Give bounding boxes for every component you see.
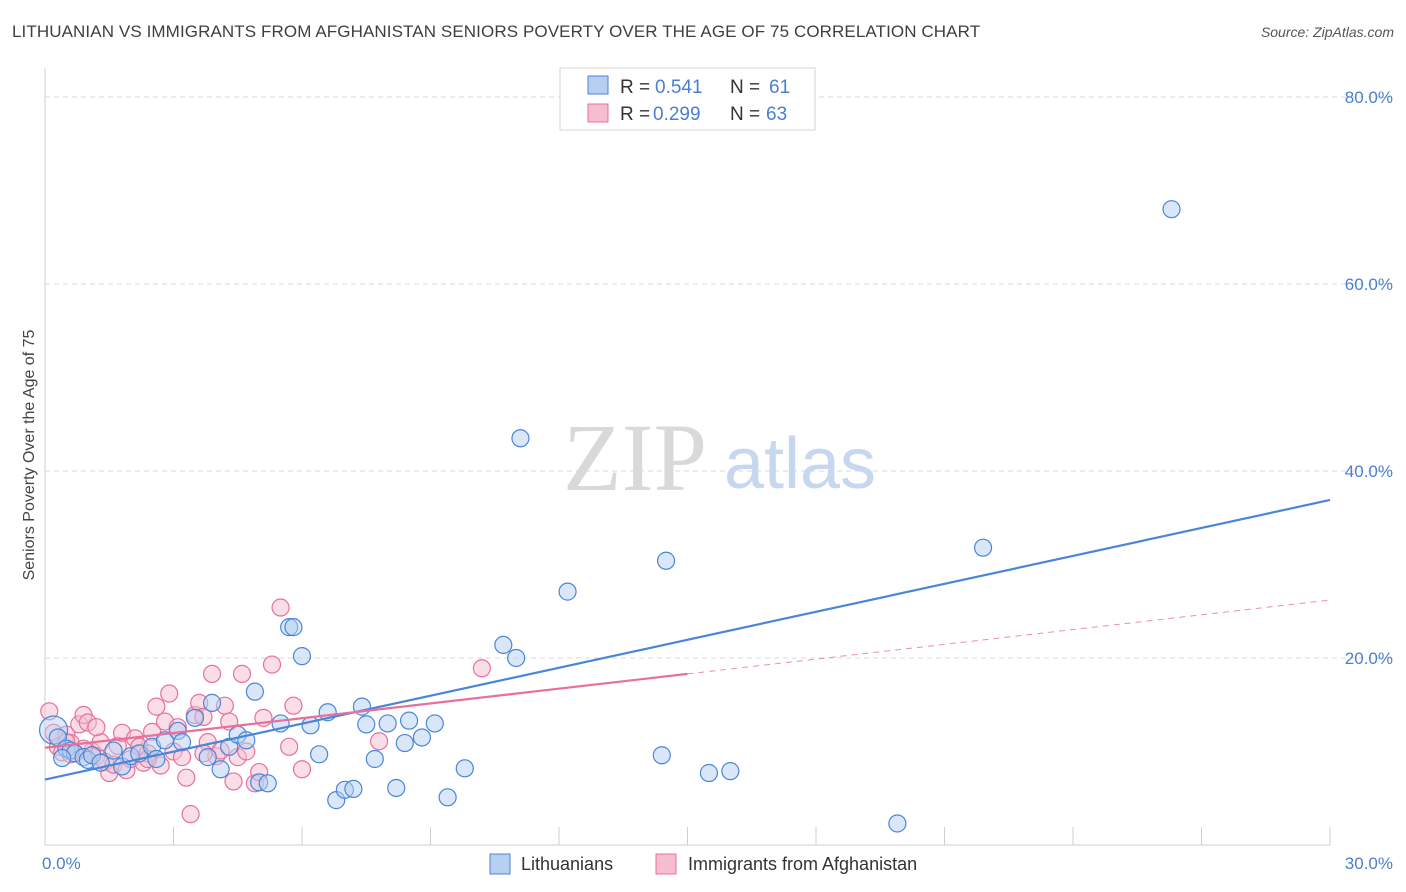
point-afghanistan <box>87 718 106 737</box>
point-lithuanian <box>438 788 457 807</box>
bottom-legend-lithuanians: Lithuanians <box>521 854 613 874</box>
point-lithuanian <box>652 746 671 765</box>
x-tick-label: 0.0% <box>42 854 81 873</box>
legend-swatch-pink <box>587 103 609 123</box>
point-afghanistan <box>370 732 389 751</box>
grid-lines <box>45 96 1395 659</box>
point-lithuanian <box>365 749 384 769</box>
legend-r-label-2: R = <box>620 104 650 125</box>
watermark: ZIP atlas <box>563 404 876 511</box>
trend-lines <box>44 498 1331 781</box>
point-lithuanian <box>511 429 530 448</box>
bottom-legend-afghanistan: Immigrants from Afghanistan <box>688 854 917 874</box>
point-lithuanian <box>507 648 526 668</box>
point-afghanistan <box>202 664 222 683</box>
point-afghanistan <box>292 760 312 779</box>
source-credit: Source: ZipAtlas.com <box>1260 24 1394 40</box>
point-lithuanian <box>973 538 993 557</box>
point-lithuanian <box>284 618 303 637</box>
point-lithuanian <box>202 693 222 712</box>
point-afghanistan <box>177 768 196 787</box>
point-lithuanian <box>258 774 277 793</box>
point-afghanistan <box>262 655 282 674</box>
legend-n-label-1: N = <box>730 77 760 98</box>
point-afghanistan <box>280 737 299 756</box>
point-lithuanian <box>357 715 376 734</box>
point-afghanistan <box>224 772 243 791</box>
point-lithuanian <box>310 745 329 764</box>
point-lithuanian <box>292 647 312 666</box>
legend-r-value-1: 0.541 <box>655 77 703 98</box>
point-lithuanian <box>888 814 907 833</box>
bottom-legend-swatch-afghanistan <box>655 853 677 875</box>
legend-r-label-1: R = <box>620 77 650 98</box>
point-lithuanian <box>211 760 230 779</box>
y-tick-label: 20.0% <box>1345 649 1393 668</box>
trend-line-afghanistan-extension <box>687 599 1331 675</box>
point-afghanistan <box>181 805 200 824</box>
point-lithuanian <box>455 759 474 778</box>
point-lithuanian <box>494 635 513 655</box>
bottom-legend-swatch-lithuanians <box>489 853 511 875</box>
point-afghanistan <box>271 598 290 617</box>
point-lithuanian <box>387 778 406 798</box>
y-tick-label: 40.0% <box>1345 462 1393 481</box>
point-afghanistan <box>160 684 179 703</box>
chart-title: LITHUANIAN VS IMMIGRANTS FROM AFGHANISTA… <box>12 22 981 41</box>
point-lithuanian <box>399 711 419 730</box>
legend-swatch-blue <box>587 75 609 95</box>
point-lithuanian <box>53 748 72 768</box>
point-lithuanian <box>721 762 740 781</box>
trend-line-afghanistan <box>44 672 688 749</box>
legend-n-value-2: 63 <box>766 104 787 125</box>
legend-r-value-2: 0.299 <box>653 104 701 125</box>
point-afghanistan <box>232 664 252 683</box>
point-lithuanian <box>1162 200 1181 219</box>
y-tick-label: 60.0% <box>1345 275 1393 294</box>
y-tick-label: 80.0% <box>1345 88 1393 107</box>
point-afghanistan <box>147 697 166 716</box>
point-lithuanian <box>198 748 217 767</box>
point-lithuanian <box>344 779 363 799</box>
point-lithuanian <box>412 728 432 747</box>
point-afghanistan <box>284 696 303 715</box>
y-axis-label: Seniors Poverty Over the Age of 75 <box>21 330 38 581</box>
point-lithuanian <box>185 708 205 727</box>
legend-n-value-1: 61 <box>769 77 790 98</box>
series-lithuanians <box>38 200 1181 833</box>
point-lithuanian <box>425 714 444 733</box>
legend-n-label-2: N = <box>730 104 760 125</box>
stats-legend: R = 0.541 N = 61 R = 0.299 N = 63 <box>559 67 816 131</box>
watermark-zip: ZIP <box>563 404 707 511</box>
point-afghanistan <box>472 659 491 678</box>
point-lithuanian <box>245 682 264 701</box>
trend-line-lithuanians <box>44 498 1331 781</box>
x-tick-label: 30.0% <box>1345 854 1393 873</box>
point-lithuanian <box>656 551 676 570</box>
point-lithuanian <box>558 582 577 601</box>
bottom-legend: Lithuanians Immigrants from Afghanistan <box>489 853 917 875</box>
watermark-atlas: atlas <box>724 424 876 504</box>
point-lithuanian <box>104 741 123 760</box>
tick-labels: 20.0% 40.0% 60.0% 80.0% 0.0% 30.0% <box>42 88 1393 873</box>
point-lithuanian <box>699 763 719 783</box>
point-lithuanian <box>395 733 414 753</box>
point-lithuanian <box>378 714 397 733</box>
